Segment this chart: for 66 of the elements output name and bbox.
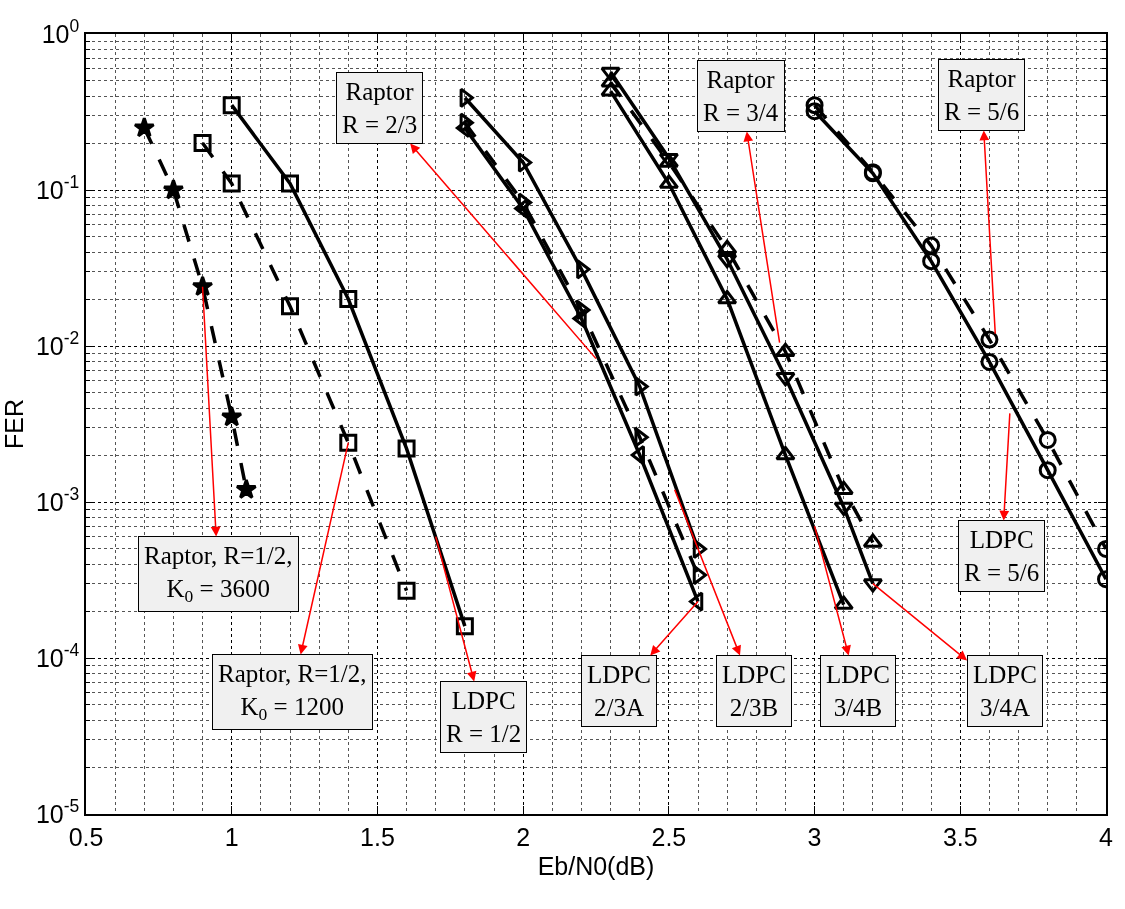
point bbox=[459, 87, 474, 108]
point bbox=[980, 330, 999, 349]
point bbox=[397, 439, 416, 458]
x-tick-label: 2 bbox=[516, 822, 531, 851]
point bbox=[339, 290, 358, 309]
x-tick-label: 3 bbox=[807, 822, 822, 851]
point bbox=[922, 252, 941, 271]
annotation: LDPC 3/4B bbox=[826, 661, 890, 721]
point bbox=[133, 116, 156, 138]
point bbox=[1038, 461, 1057, 480]
point bbox=[222, 174, 241, 193]
annotation: LDPC 2/3B bbox=[722, 661, 786, 721]
point bbox=[193, 134, 212, 153]
y-tick-label: 10$^{0}$ bbox=[41, 16, 80, 48]
x-tick-label: 3.5 bbox=[942, 822, 978, 851]
x-tick-label: 2.5 bbox=[651, 822, 687, 851]
annotation: LDPC R = 5/6 bbox=[964, 526, 1040, 586]
x-tick-label: 4 bbox=[1099, 822, 1114, 851]
point bbox=[634, 376, 649, 397]
point bbox=[281, 297, 299, 316]
point bbox=[922, 236, 941, 255]
point bbox=[339, 433, 358, 452]
x-tick-label: 1 bbox=[224, 822, 239, 851]
annotation: Raptor, R=1/2, K$_{0}$ = 3600 bbox=[144, 542, 293, 606]
point bbox=[1038, 430, 1057, 449]
y-axis-title: FER bbox=[0, 399, 28, 449]
y-tick-label: 10$^{-1}$ bbox=[35, 172, 80, 204]
point bbox=[833, 595, 854, 610]
annotation: Raptor, R=1/2, K$_{0}$ = 1200 bbox=[218, 660, 367, 724]
point bbox=[980, 352, 999, 371]
point bbox=[833, 501, 854, 516]
point bbox=[281, 174, 299, 193]
point bbox=[600, 82, 621, 97]
point bbox=[235, 478, 258, 500]
x-axis-title: Eb/N0(dB) bbox=[537, 852, 655, 881]
y-tick-label: 10$^{-4}$ bbox=[35, 640, 80, 672]
point bbox=[775, 446, 796, 461]
annotation: LDPC 2/3A bbox=[587, 661, 651, 721]
point bbox=[455, 617, 474, 636]
point bbox=[689, 591, 704, 612]
point bbox=[397, 581, 416, 600]
annotation: Raptor R = 3/4 bbox=[703, 66, 779, 126]
x-tick-label: 1.5 bbox=[360, 822, 395, 851]
y-tick-label: 10$^{-2}$ bbox=[35, 328, 80, 360]
point bbox=[775, 342, 796, 357]
point bbox=[833, 480, 854, 495]
point bbox=[191, 275, 214, 297]
point bbox=[805, 96, 824, 115]
point bbox=[459, 112, 474, 133]
y-tick-label: 10$^{-3}$ bbox=[35, 484, 80, 516]
point bbox=[162, 178, 185, 200]
point bbox=[716, 253, 738, 269]
annotation: Raptor R = 2/3 bbox=[342, 78, 418, 138]
annotation: LDPC 3/4A bbox=[973, 661, 1037, 721]
annotation: LDPC R = 1/2 bbox=[446, 687, 522, 747]
point bbox=[220, 405, 243, 427]
point bbox=[517, 192, 533, 213]
point bbox=[222, 96, 241, 115]
point bbox=[600, 73, 621, 88]
point bbox=[634, 427, 649, 448]
point bbox=[600, 66, 621, 82]
annotation: Raptor R = 5/6 bbox=[944, 65, 1020, 125]
point bbox=[576, 259, 591, 280]
point bbox=[805, 102, 824, 121]
point bbox=[716, 239, 738, 255]
point bbox=[517, 152, 533, 173]
